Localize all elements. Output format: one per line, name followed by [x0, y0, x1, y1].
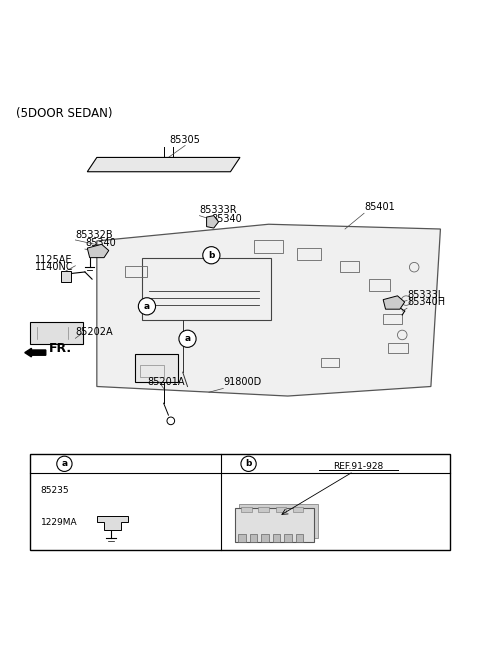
Circle shape — [241, 456, 256, 472]
Polygon shape — [97, 224, 441, 396]
Text: b: b — [208, 250, 215, 260]
Text: 85332B: 85332B — [75, 230, 113, 240]
Bar — [235, 508, 314, 542]
Text: 85202A: 85202A — [75, 327, 113, 337]
Text: (5DOOR SEDAN): (5DOOR SEDAN) — [16, 108, 112, 120]
Circle shape — [57, 456, 72, 472]
Polygon shape — [97, 516, 128, 530]
Text: 85340H: 85340H — [407, 297, 445, 307]
Bar — [241, 507, 252, 512]
Text: 85340: 85340 — [85, 238, 116, 248]
Bar — [383, 314, 402, 325]
Polygon shape — [383, 296, 405, 309]
Bar — [30, 322, 83, 343]
Text: 85333L: 85333L — [407, 290, 443, 300]
Circle shape — [138, 298, 156, 315]
Bar — [238, 534, 246, 542]
Text: a: a — [61, 460, 68, 468]
Bar — [276, 507, 286, 512]
Circle shape — [179, 330, 196, 347]
Bar — [140, 365, 164, 377]
Bar — [142, 258, 271, 320]
Text: FR.: FR. — [49, 342, 72, 355]
Circle shape — [203, 246, 220, 264]
Polygon shape — [206, 216, 218, 228]
Bar — [250, 534, 257, 542]
Text: 1140NC: 1140NC — [35, 262, 73, 272]
Bar — [135, 354, 178, 381]
Text: 85235: 85235 — [40, 486, 69, 495]
Bar — [261, 534, 269, 542]
Bar — [125, 267, 147, 277]
Polygon shape — [87, 244, 109, 258]
Bar — [61, 271, 71, 281]
Bar — [273, 534, 280, 542]
Text: 85201A: 85201A — [147, 377, 184, 387]
Text: 85340: 85340 — [211, 214, 242, 224]
Bar — [296, 534, 303, 542]
Bar — [284, 534, 292, 542]
Bar — [239, 504, 318, 538]
Bar — [293, 507, 303, 512]
Bar — [321, 358, 339, 367]
Text: a: a — [144, 302, 150, 311]
Text: 85305: 85305 — [170, 136, 201, 146]
Text: REF.91-928: REF.91-928 — [333, 462, 384, 471]
FancyArrow shape — [25, 348, 46, 357]
Text: 85401: 85401 — [364, 202, 395, 212]
Text: 1229MA: 1229MA — [40, 518, 77, 528]
Text: a: a — [184, 334, 191, 343]
Text: 91800D: 91800D — [223, 377, 262, 387]
Text: b: b — [245, 460, 252, 468]
Bar — [254, 240, 283, 253]
Bar — [340, 261, 360, 272]
Text: 85333R: 85333R — [199, 204, 237, 214]
Polygon shape — [87, 158, 240, 172]
Bar — [258, 507, 269, 512]
Bar — [297, 248, 321, 260]
Bar — [388, 343, 408, 353]
Bar — [369, 279, 390, 291]
Bar — [30, 454, 450, 550]
Text: 1125AE: 1125AE — [35, 255, 72, 265]
